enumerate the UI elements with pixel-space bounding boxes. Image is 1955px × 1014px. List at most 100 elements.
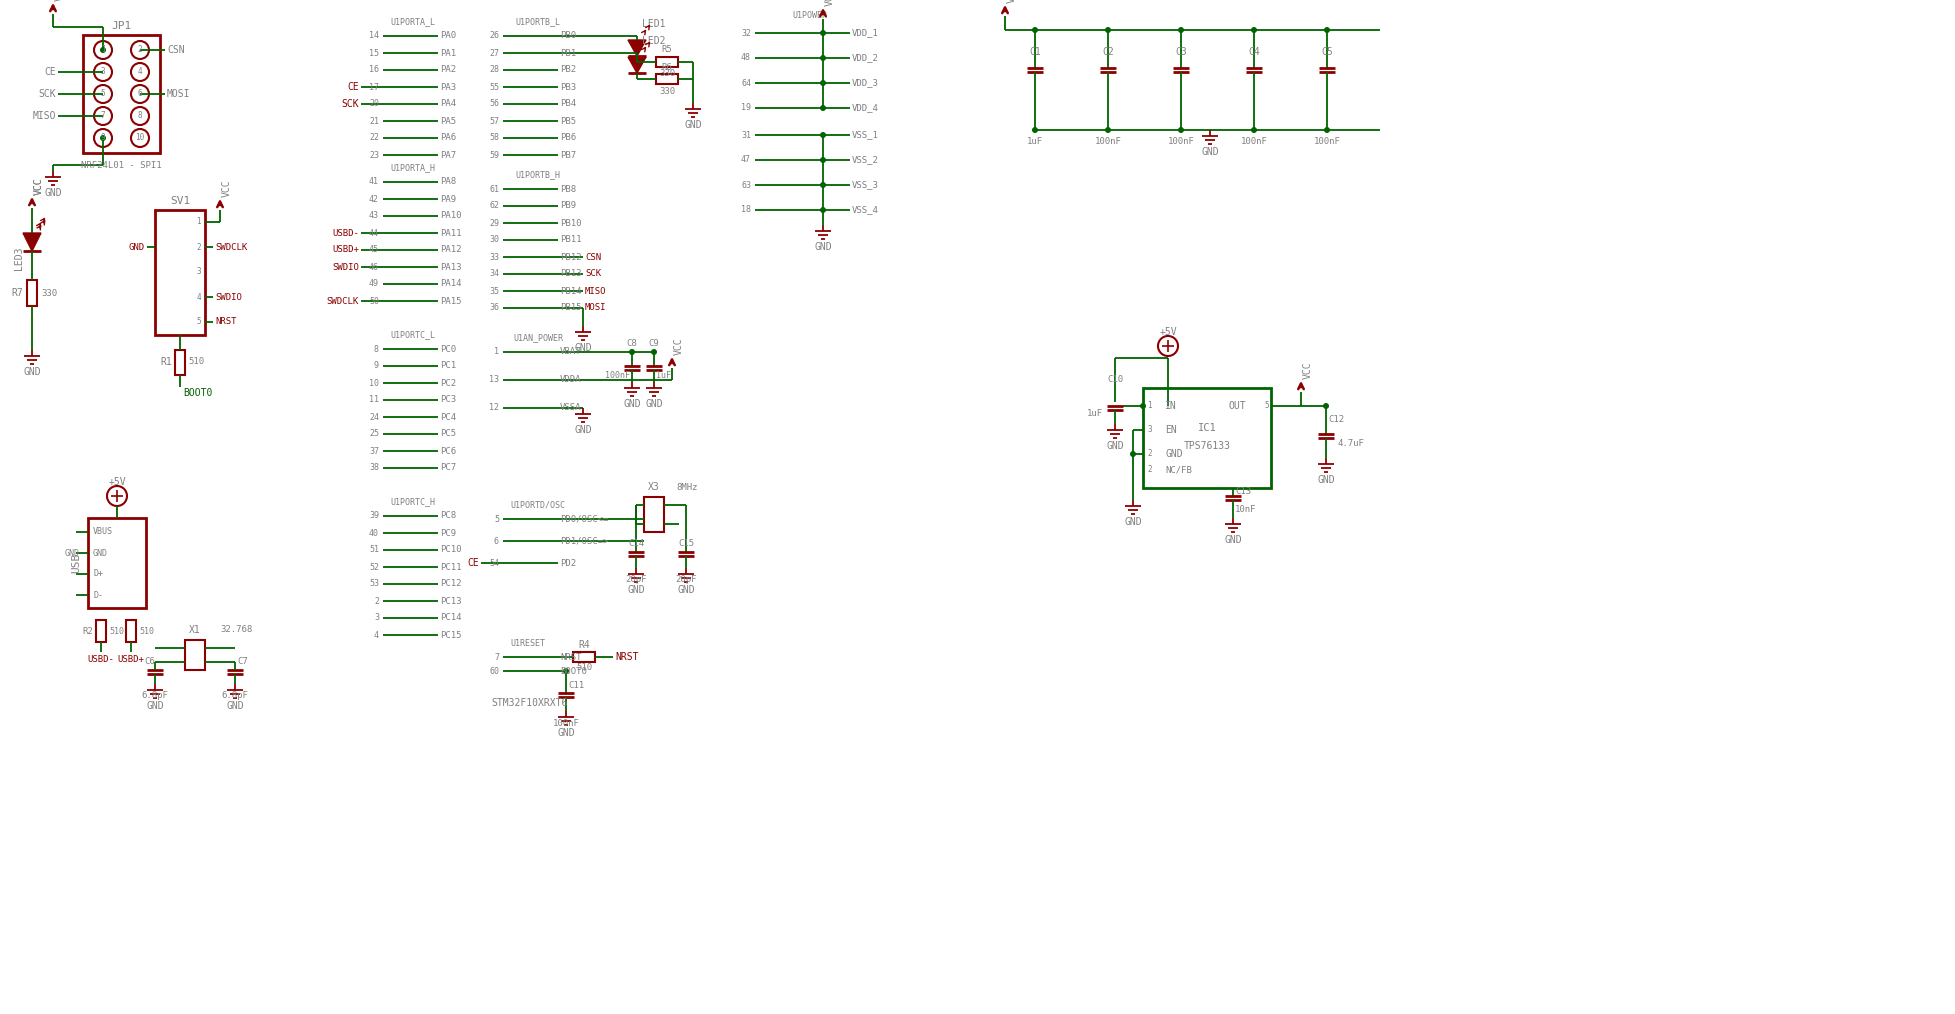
Text: C14: C14	[628, 539, 643, 549]
Text: 1: 1	[495, 348, 499, 357]
Text: 510: 510	[109, 627, 123, 636]
Text: 37: 37	[369, 446, 379, 455]
Text: 61: 61	[489, 185, 499, 194]
Text: +5V: +5V	[108, 477, 125, 487]
Text: 4: 4	[196, 292, 201, 301]
Text: VCC: VCC	[825, 0, 835, 6]
Text: 52: 52	[369, 563, 379, 572]
Text: 1: 1	[100, 46, 106, 55]
Text: 49: 49	[369, 280, 379, 289]
Text: VDDA: VDDA	[559, 375, 581, 384]
Text: 54: 54	[489, 559, 499, 568]
Bar	[1142, 388, 1271, 488]
Text: 56: 56	[489, 99, 499, 108]
Text: 8: 8	[373, 345, 379, 354]
Text: 9: 9	[373, 362, 379, 370]
Text: USBD+: USBD+	[332, 245, 360, 255]
Text: PB9: PB9	[559, 202, 577, 211]
Text: PB14: PB14	[559, 287, 581, 295]
Text: PC4: PC4	[440, 413, 456, 422]
Text: NRST: NRST	[559, 652, 581, 661]
Text: NC/FB: NC/FB	[1165, 465, 1191, 475]
Text: PB11: PB11	[559, 235, 581, 244]
Text: GND: GND	[1200, 147, 1218, 157]
Text: VSS_1: VSS_1	[852, 131, 878, 140]
Circle shape	[131, 63, 149, 81]
Text: 14: 14	[369, 31, 379, 41]
Text: CSN: CSN	[166, 45, 184, 55]
Text: PC13: PC13	[440, 596, 461, 605]
Text: PB13: PB13	[559, 270, 581, 279]
Text: C3: C3	[1175, 47, 1187, 57]
Text: PD0/OSC<=: PD0/OSC<=	[559, 514, 608, 523]
Text: 16: 16	[369, 66, 379, 74]
Circle shape	[1324, 127, 1329, 133]
Text: SWDCLK: SWDCLK	[326, 296, 360, 305]
Text: R2: R2	[82, 627, 94, 636]
Text: PC6: PC6	[440, 446, 456, 455]
Text: C9: C9	[649, 340, 659, 349]
Text: 27: 27	[489, 49, 499, 58]
Text: 100nF: 100nF	[1239, 138, 1267, 146]
Text: GND: GND	[227, 701, 244, 711]
Text: USB: USB	[70, 553, 80, 573]
Text: 330: 330	[41, 289, 57, 297]
Text: TPS76133: TPS76133	[1183, 441, 1230, 451]
Text: 9: 9	[100, 134, 106, 143]
Text: 33: 33	[489, 252, 499, 262]
Text: 3: 3	[373, 613, 379, 623]
Text: LED3: LED3	[14, 246, 23, 270]
Circle shape	[131, 41, 149, 59]
Text: 2: 2	[137, 46, 143, 55]
Text: R7: R7	[12, 288, 23, 298]
Text: PA0: PA0	[440, 31, 456, 41]
Text: 42: 42	[369, 195, 379, 204]
Text: R6: R6	[661, 63, 673, 72]
Text: PA14: PA14	[440, 280, 461, 289]
Text: 57: 57	[489, 117, 499, 126]
Bar	[88, 518, 147, 608]
Circle shape	[1322, 403, 1327, 409]
Text: OUT: OUT	[1228, 401, 1245, 411]
Text: 23: 23	[369, 150, 379, 159]
Text: PB0: PB0	[559, 31, 577, 41]
Text: GND: GND	[676, 585, 694, 595]
Text: GND: GND	[1124, 517, 1142, 527]
Text: IC1: IC1	[1196, 423, 1216, 433]
Bar	[655, 57, 678, 67]
Text: 45: 45	[369, 245, 379, 255]
Text: R4: R4	[579, 640, 590, 650]
Text: PB3: PB3	[559, 82, 577, 91]
Text: GND: GND	[575, 343, 592, 353]
Text: 1: 1	[1146, 402, 1151, 411]
Text: C7: C7	[237, 657, 248, 666]
Text: 25: 25	[369, 430, 379, 438]
Text: PB12: PB12	[559, 252, 581, 262]
Text: 8: 8	[137, 112, 143, 121]
Text: U1RESET: U1RESET	[510, 639, 545, 648]
Circle shape	[1130, 451, 1136, 457]
Text: VBAT: VBAT	[559, 348, 581, 357]
Text: VCC: VCC	[1302, 361, 1312, 379]
Text: 6.8pF: 6.8pF	[141, 692, 168, 701]
Text: 7: 7	[495, 652, 499, 661]
Text: 3: 3	[1146, 426, 1151, 435]
Text: 100nF: 100nF	[1167, 138, 1195, 146]
Text: 12: 12	[489, 404, 499, 413]
Text: MISO: MISO	[585, 287, 606, 295]
Text: PB7: PB7	[559, 150, 577, 159]
Text: 100nF: 100nF	[1314, 138, 1339, 146]
Circle shape	[94, 41, 111, 59]
Text: 4.7uF: 4.7uF	[1337, 439, 1365, 448]
Text: 5: 5	[100, 89, 106, 98]
Text: PB5: PB5	[559, 117, 577, 126]
Text: VCC: VCC	[1007, 0, 1017, 3]
Text: 20: 20	[369, 99, 379, 108]
Text: 51: 51	[369, 546, 379, 555]
Text: PA10: PA10	[440, 212, 461, 220]
Text: 62: 62	[489, 202, 499, 211]
Text: LED1: LED1	[641, 19, 665, 29]
Text: PD1/OSC=>: PD1/OSC=>	[559, 536, 608, 546]
Text: PA3: PA3	[440, 82, 456, 91]
Text: D+: D+	[94, 570, 104, 579]
